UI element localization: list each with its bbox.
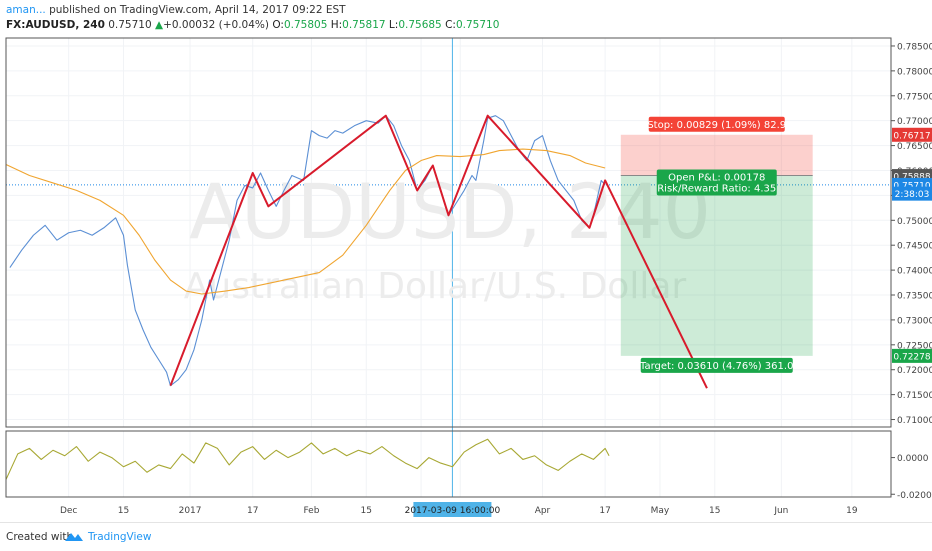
publish-line: aman... published on TradingView.com, Ap…: [6, 4, 346, 16]
tradingview-logo-icon: [65, 533, 83, 541]
price-tick-label: 0.71000: [897, 416, 932, 426]
time-tick-label: Jun: [773, 506, 788, 516]
time-tick-label: 15: [118, 506, 129, 516]
target-label-bg: [640, 357, 793, 373]
time-tick-label: 17: [247, 506, 258, 516]
stop-zone: [620, 134, 813, 176]
chart-canvas[interactable]: AUDUSD, 240 Australian Dollar/U.S. Dolla…: [0, 0, 932, 522]
price-tick-label: 0.78000: [897, 67, 932, 77]
moving-average-series: [5, 148, 606, 295]
symbol-label: FX:AUDUSD, 240: [6, 19, 105, 31]
price-tick-label: 0.72500: [897, 341, 932, 351]
time-tick-label: May: [651, 506, 670, 516]
target-zone: [620, 175, 813, 356]
time-tick-label: 15: [709, 506, 720, 516]
stop-label-bg: [648, 116, 785, 132]
time-tick-label: Dec: [60, 506, 77, 516]
time-tick-label: 2017: [179, 506, 202, 516]
price-tick-label: 0.73000: [897, 316, 932, 326]
price-tick-label: 0.77500: [897, 92, 932, 102]
low-value: 0.75685: [398, 19, 442, 31]
price-axis-label: 2:38:03: [895, 190, 930, 200]
price-series-layer: [5, 114, 708, 389]
close-value: 0.75710: [455, 19, 500, 31]
oscillator-series: [5, 438, 610, 480]
price-tick-label: 0.78500: [897, 42, 932, 52]
oscillator-tick-label: -0.0200: [897, 491, 932, 501]
created-with-text: Created with: [6, 531, 74, 543]
oscillator-panel: [5, 438, 610, 480]
high-value: 0.75817: [342, 19, 386, 31]
price-tick-label: 0.73500: [897, 292, 932, 302]
high-label: H:: [330, 19, 343, 31]
price-axis-label-bg: [892, 127, 932, 142]
time-tick-label: 19: [846, 506, 858, 516]
last-price: 0.75710: [108, 19, 152, 31]
long-position-tool[interactable]: [620, 134, 813, 356]
price-tick-label: 0.76500: [897, 142, 932, 152]
open-value: 0.75805: [283, 19, 328, 31]
crosshair-time-label-bg: [413, 502, 492, 517]
price-axis-label-bg: [892, 348, 932, 363]
price-tick-label: 0.74500: [897, 242, 932, 252]
open-label: O:: [272, 19, 284, 31]
oscillator-panel-frame: [5, 430, 892, 498]
chart-header: aman... published on TradingView.com, Ap…: [0, 0, 932, 34]
price-axis-label: 0.76717: [893, 131, 930, 141]
price-change: +0.00032 (+0.04%): [163, 19, 269, 31]
published-text: published on TradingView.com, April 14, …: [49, 4, 346, 16]
price-panel-frame: [5, 37, 892, 428]
price-axis-label: 0.75710: [893, 181, 930, 191]
price-tick-label: 0.72000: [897, 366, 932, 376]
footer: Created with TradingView: [0, 522, 932, 551]
time-tick-label: Apr: [535, 506, 551, 516]
pattern-series: [169, 114, 708, 389]
price-axis-label: 0.75888: [893, 173, 930, 183]
close-label: C:: [445, 19, 456, 31]
target-label: Target: 0.03610 (4.76%) 361.0: [639, 361, 793, 372]
pnl-label-bg: [656, 169, 777, 196]
price-tick-label: 0.75000: [897, 217, 932, 227]
up-arrow-icon: ▲: [155, 19, 164, 31]
price-axis-label-bg: [892, 186, 932, 201]
time-tick-label: 17: [599, 506, 610, 516]
tradingview-brand[interactable]: TradingView: [88, 531, 152, 543]
oscillator-tick-label: 0.0000: [897, 454, 929, 464]
low-label: L:: [388, 19, 399, 31]
price-tick-label: 0.71500: [897, 391, 932, 401]
stop-label: Stop: 0.00829 (1.09%) 82.9: [647, 120, 786, 131]
author-link[interactable]: aman...: [6, 4, 46, 16]
risk-reward-label: Risk/Reward Ratio: 4.35: [657, 183, 776, 194]
ohlc-line: FX:AUDUSD, 240 0.75710 ▲+0.00032 (+0.04%…: [6, 19, 499, 31]
time-tick-label: 15: [361, 506, 372, 516]
price-tick-label: 0.77000: [897, 117, 932, 127]
pnl-label: Open P&L: 0.00178: [668, 172, 765, 183]
crosshair-time-label: 2017-03-09 16:00:00: [405, 506, 501, 516]
time-tick-label: Feb: [303, 506, 319, 516]
watermark-name: Australian Dollar/U.S. Dollar: [184, 266, 687, 307]
price-axis-label: 0.72278: [893, 352, 930, 362]
price-tick-label: 0.74000: [897, 267, 932, 277]
